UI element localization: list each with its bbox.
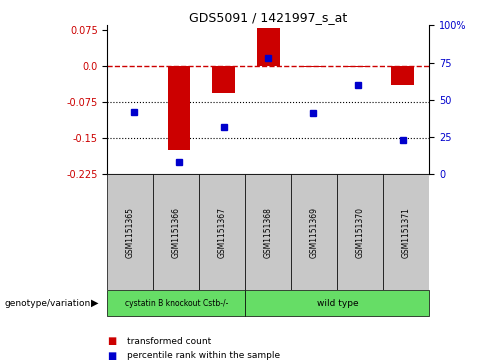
FancyBboxPatch shape	[200, 174, 245, 290]
Text: cystatin B knockout Cstb-/-: cystatin B knockout Cstb-/-	[125, 299, 228, 307]
Text: GSM1151370: GSM1151370	[356, 207, 365, 258]
Text: GSM1151365: GSM1151365	[126, 207, 135, 258]
Text: GSM1151367: GSM1151367	[218, 207, 227, 258]
Text: wild type: wild type	[317, 299, 358, 307]
Bar	[212, 66, 235, 93]
Bar	[168, 66, 190, 150]
FancyBboxPatch shape	[384, 174, 429, 290]
FancyBboxPatch shape	[291, 174, 337, 290]
Text: ■: ■	[107, 351, 117, 361]
Text: GSM1151371: GSM1151371	[402, 207, 411, 258]
Bar	[302, 66, 325, 67]
Bar	[346, 66, 369, 67]
Text: percentile rank within the sample: percentile rank within the sample	[127, 351, 280, 360]
Text: ▶: ▶	[91, 298, 99, 308]
Text: GSM1151366: GSM1151366	[172, 207, 181, 258]
Text: GSM1151369: GSM1151369	[310, 207, 319, 258]
FancyBboxPatch shape	[107, 290, 245, 316]
Text: genotype/variation: genotype/variation	[5, 299, 91, 307]
Bar	[391, 66, 414, 85]
Text: ■: ■	[107, 336, 117, 346]
Bar	[257, 28, 280, 66]
Title: GDS5091 / 1421997_s_at: GDS5091 / 1421997_s_at	[189, 11, 347, 24]
FancyBboxPatch shape	[107, 174, 153, 290]
Text: transformed count: transformed count	[127, 337, 211, 346]
FancyBboxPatch shape	[337, 174, 384, 290]
FancyBboxPatch shape	[245, 290, 429, 316]
Text: GSM1151368: GSM1151368	[264, 207, 273, 258]
FancyBboxPatch shape	[153, 174, 200, 290]
FancyBboxPatch shape	[245, 174, 291, 290]
